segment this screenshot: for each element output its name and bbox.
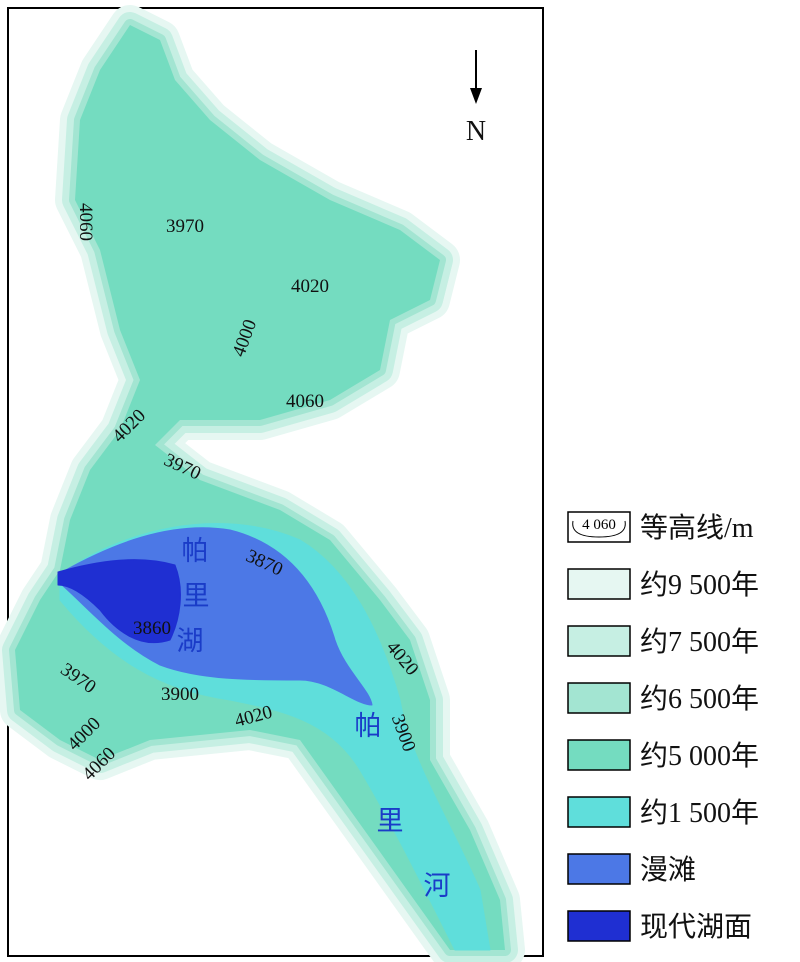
legend-label: 约6 500年 [640,683,759,715]
legend-swatch [567,739,631,771]
contour-sample-label: 4 060 [582,517,616,533]
place-label: 里 [183,581,210,612]
legend-label: 约5 000年 [640,740,759,772]
place-label: 帕 [182,536,209,567]
place-label: 湖 [177,626,204,657]
arrow-head [470,88,482,104]
contour-label: 3970 [166,216,204,237]
legend-swatch [567,568,631,600]
terrain [15,25,505,950]
place-label: 里 [377,806,404,837]
legend-swatch [567,853,631,885]
north-arrow: N [466,50,486,147]
contour-label: 3860 [133,618,171,639]
place-label: 河 [424,871,451,902]
legend-label: 等高线/m [640,512,754,544]
legend-label: 约7 500年 [640,626,759,658]
contour-label: 3900 [161,684,199,705]
legend-swatch [567,796,631,828]
place-labels: 帕 里 湖 帕 里 河 [177,536,451,902]
legend-swatch [567,910,631,942]
legend-swatch [567,625,631,657]
contour-label: 4060 [286,391,324,412]
legend-swatch [567,682,631,714]
legend-label: 约9 500年 [640,569,759,601]
place-label: 帕 [355,711,382,742]
contour-label: 4060 [75,203,96,241]
contour-label: 4020 [291,276,329,297]
lake-surface [57,559,181,644]
contour-sample [572,520,626,538]
legend-label: 约1 500年 [640,797,759,829]
north-label: N [466,116,486,147]
legend-label: 漫滩 [640,854,696,886]
legend-label: 现代湖面 [640,911,752,943]
